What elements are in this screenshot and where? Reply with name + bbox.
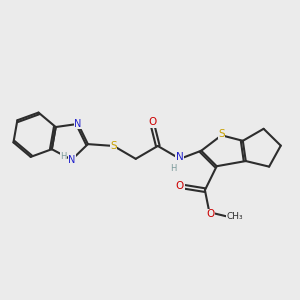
Text: O: O bbox=[148, 117, 156, 127]
Text: S: S bbox=[110, 141, 117, 151]
Text: S: S bbox=[218, 129, 225, 139]
Text: O: O bbox=[176, 182, 184, 191]
Text: N: N bbox=[74, 119, 82, 129]
Text: H: H bbox=[60, 152, 67, 161]
Text: N: N bbox=[176, 152, 184, 162]
Text: O: O bbox=[206, 209, 214, 219]
Text: N: N bbox=[68, 155, 75, 165]
Text: CH₃: CH₃ bbox=[226, 212, 243, 221]
Text: H: H bbox=[170, 164, 176, 172]
